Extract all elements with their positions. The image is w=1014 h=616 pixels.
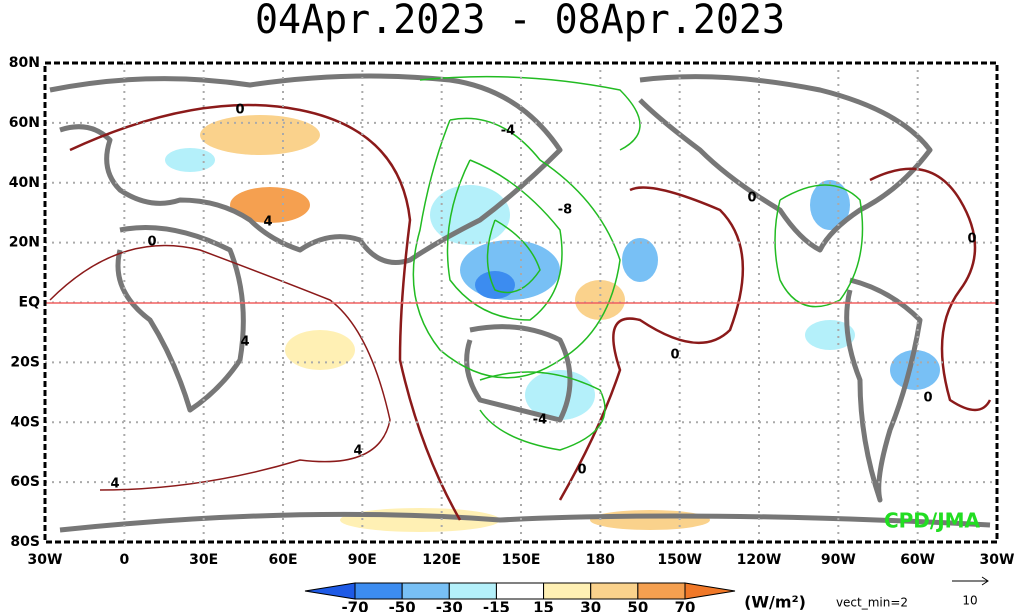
lon-label: 30E [189, 552, 218, 568]
contour-label: 0 [923, 391, 932, 406]
lat-label: 20N [9, 235, 40, 251]
colorbar-label: -70 [341, 599, 368, 613]
colorbar-label: 30 [580, 599, 601, 613]
vector-note: vect_min=2 [836, 596, 908, 610]
contour-label: 4 [263, 215, 272, 230]
colorbar-label: -15 [483, 599, 510, 613]
lon-label: 120E [422, 552, 461, 568]
lon-label: 90W [821, 552, 856, 568]
contour-label: 4 [240, 335, 249, 350]
lat-label: 80N [9, 55, 40, 71]
lon-label: 60W [900, 552, 935, 568]
lon-label: 150E [502, 552, 541, 568]
lon-label: 180 [586, 552, 615, 568]
colorbar-segment [590, 582, 639, 600]
lon-label: 150W [657, 552, 702, 568]
lon-label: 30W [28, 552, 63, 568]
lat-label: 40N [9, 175, 40, 191]
contour-label: -4 [501, 124, 515, 139]
contour-label: 0 [747, 191, 756, 206]
colorbar-segment [401, 582, 450, 600]
contour-label: -4 [533, 413, 547, 428]
colorbar-end [304, 582, 356, 600]
colorbar-segment [448, 582, 497, 600]
map-frame [43, 61, 999, 544]
lat-label: 20S [10, 354, 40, 370]
contour-label: 0 [147, 235, 156, 250]
colorbar-label: 15 [533, 599, 554, 613]
colorbar-end [684, 582, 736, 600]
lon-label: 0 [119, 552, 129, 568]
colorbar-label: 50 [627, 599, 648, 613]
title: 04Apr.2023 - 08Apr.2023 [255, 0, 785, 43]
colorbar-segment [495, 582, 545, 600]
shading [165, 115, 940, 532]
contour-labels: 0 -4 -8 4 0 0 0 4 0 0 -4 4 0 4 [110, 103, 976, 492]
colorbar-segment [354, 582, 403, 600]
lat-label: EQ [19, 295, 41, 311]
lon-label: 90E [348, 552, 377, 568]
credit: CPD/JMA [884, 509, 981, 533]
colorbar-segment [637, 582, 686, 600]
colorbar-label: 70 [675, 599, 696, 613]
lon-label: 120W [737, 552, 782, 568]
contour-label: -8 [558, 203, 572, 218]
coastlines [49, 73, 991, 533]
reference-vector: 10 [962, 594, 977, 608]
lat-label: 60S [10, 474, 40, 490]
axis-labels: 80N 60N 40N 20N EQ 20S 40S 60S 80S 30W 0 30E 60E 90E 1… [9, 55, 1014, 568]
reference-arrow-head [981, 576, 989, 586]
lon-label: 30W [980, 552, 1014, 568]
lat-label: 80S [10, 534, 40, 550]
contour-label: 4 [353, 444, 362, 459]
colorbar: -70 -50 -30 -15 15 30 50 70 [304, 582, 736, 616]
colorbar-label: -30 [436, 599, 463, 613]
lon-label: 60E [268, 552, 297, 568]
colorbar-units: (W/m²) [744, 593, 806, 612]
lat-label: 60N [9, 115, 40, 131]
colorbar-label: -50 [389, 599, 416, 613]
colorbar-segment [543, 582, 592, 600]
lat-label: 40S [10, 414, 40, 430]
contour-label: 0 [967, 232, 976, 247]
contour-label: 4 [110, 477, 119, 492]
contour-label: 0 [577, 463, 586, 478]
contour-label: 0 [670, 348, 679, 363]
contour-label: 0 [235, 103, 244, 118]
contours [49, 75, 992, 521]
